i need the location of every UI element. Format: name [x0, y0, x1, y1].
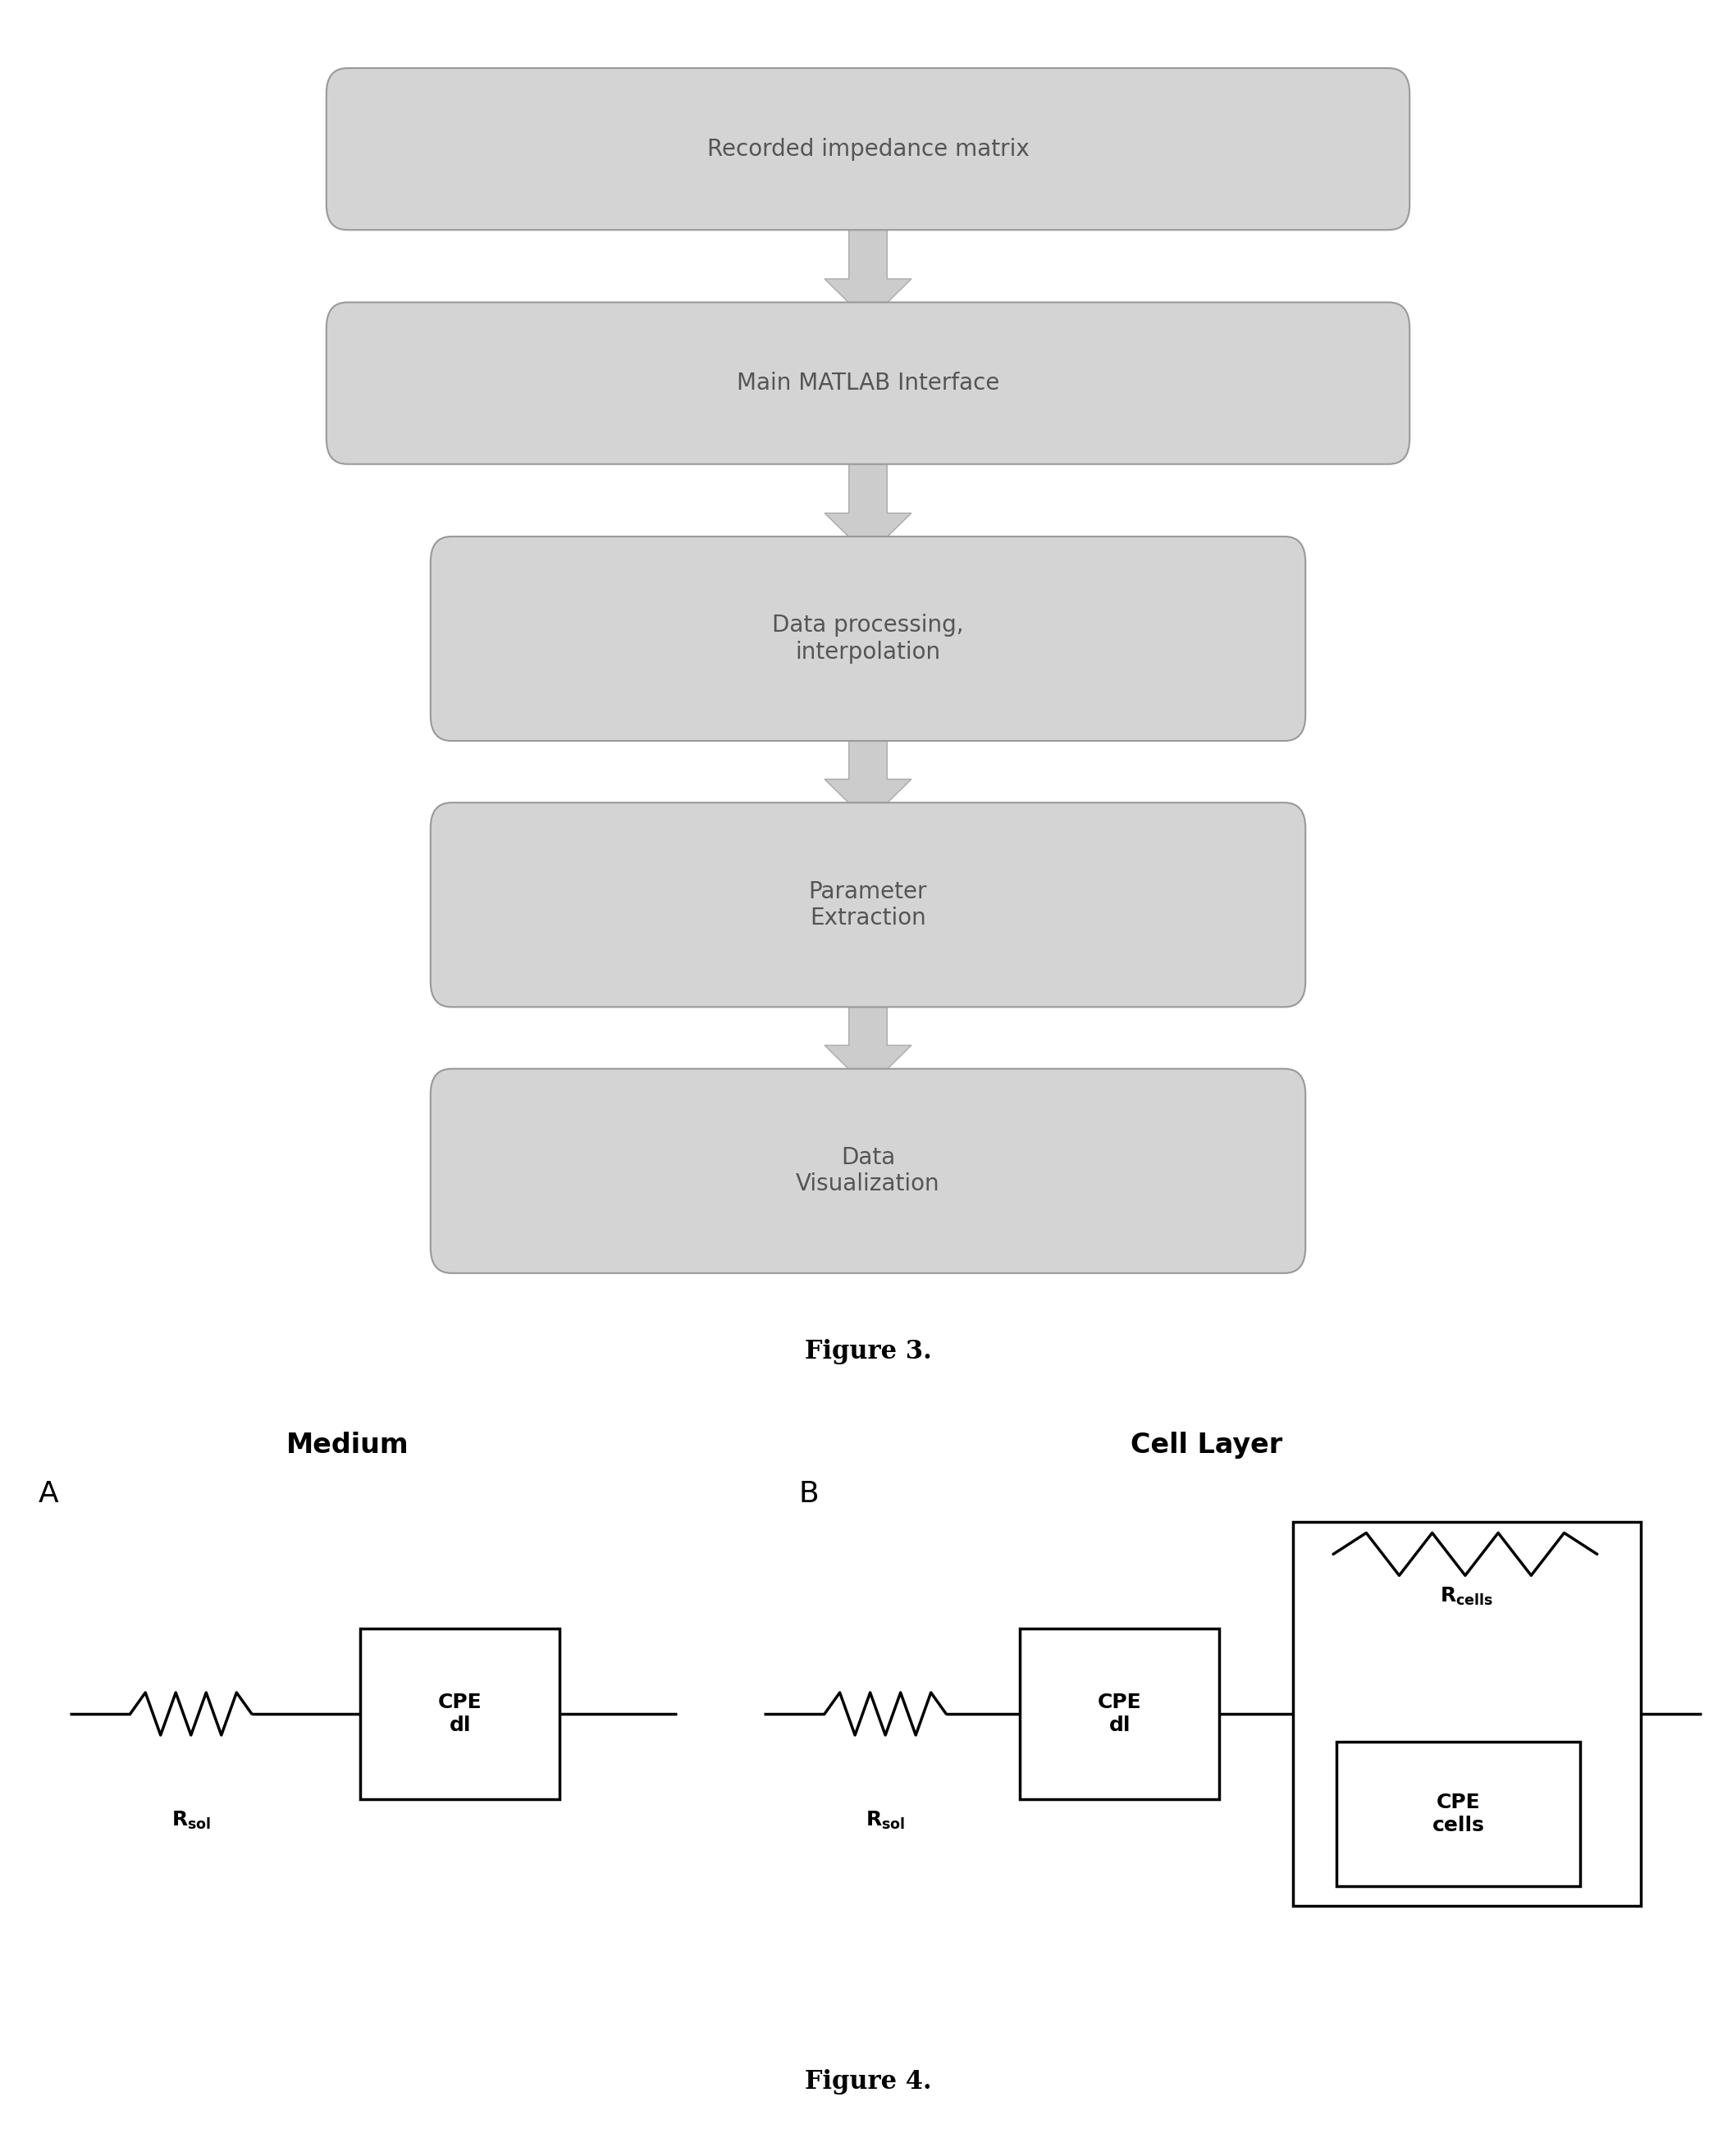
Text: Main MATLAB Interface: Main MATLAB Interface — [736, 373, 1000, 394]
Bar — [1021, 1629, 1219, 1799]
Text: Data
Visualization: Data Visualization — [797, 1145, 939, 1196]
Text: Data processing,
interpolation: Data processing, interpolation — [773, 613, 963, 664]
Bar — [361, 1629, 561, 1799]
Text: Parameter
Extraction: Parameter Extraction — [809, 879, 927, 930]
Text: Figure 4.: Figure 4. — [804, 2069, 932, 2095]
Text: CPE
cells: CPE cells — [1432, 1793, 1484, 1835]
Polygon shape — [825, 988, 911, 1088]
Text: CPE
dl: CPE dl — [437, 1693, 483, 1735]
Text: Recorded impedance matrix: Recorded impedance matrix — [707, 138, 1029, 160]
Text: Cell Layer: Cell Layer — [1130, 1431, 1283, 1458]
FancyBboxPatch shape — [326, 302, 1410, 464]
FancyBboxPatch shape — [326, 68, 1410, 230]
Text: $\mathbf{R_{cells}}$: $\mathbf{R_{cells}}$ — [1441, 1586, 1493, 1607]
Text: B: B — [799, 1480, 819, 1507]
Polygon shape — [825, 445, 911, 556]
Text: $\mathbf{R_{sol}}$: $\mathbf{R_{sol}}$ — [866, 1810, 904, 1831]
Polygon shape — [825, 722, 911, 822]
Text: $\mathbf{R_{sol}}$: $\mathbf{R_{sol}}$ — [172, 1810, 210, 1831]
Bar — [1293, 1522, 1641, 1905]
Bar — [1337, 1742, 1580, 1886]
FancyBboxPatch shape — [431, 803, 1305, 1007]
Text: Medium: Medium — [286, 1431, 408, 1458]
FancyBboxPatch shape — [431, 537, 1305, 741]
Text: Figure 3.: Figure 3. — [804, 1339, 932, 1365]
Text: CPE
dl: CPE dl — [1097, 1693, 1142, 1735]
Text: A: A — [38, 1480, 59, 1507]
Polygon shape — [825, 211, 911, 321]
FancyBboxPatch shape — [431, 1069, 1305, 1273]
